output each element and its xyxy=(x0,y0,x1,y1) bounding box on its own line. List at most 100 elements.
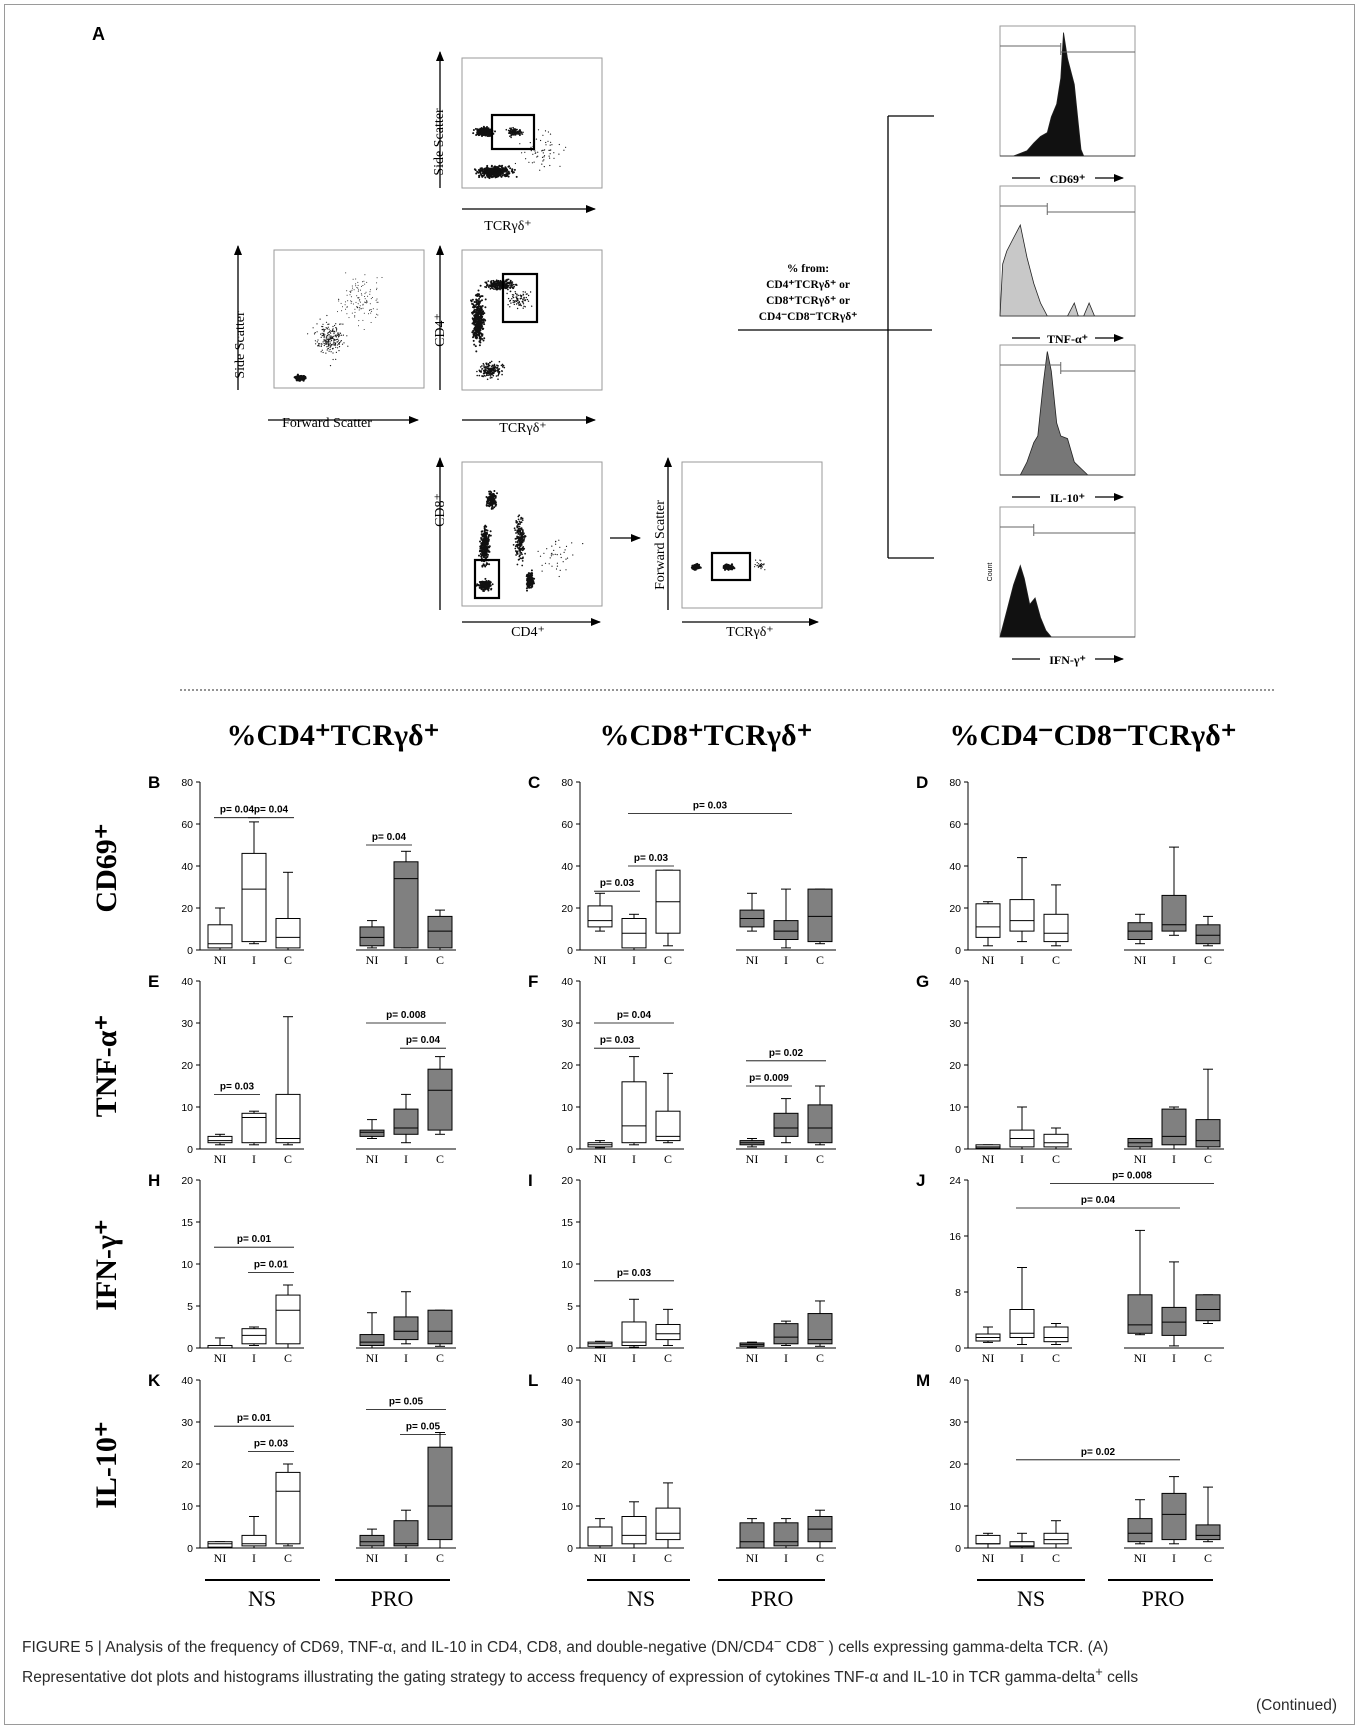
box-body xyxy=(1195,1524,1221,1541)
event-dot xyxy=(524,299,527,301)
event-dot xyxy=(500,173,502,176)
event-dot xyxy=(512,171,515,174)
event-dot xyxy=(478,374,481,377)
p-value-label: p= 0.04 xyxy=(617,1010,652,1021)
x-tick-label: I xyxy=(1020,1551,1024,1565)
event-dot xyxy=(511,294,514,296)
event-dot xyxy=(514,291,516,293)
event-dot xyxy=(516,307,519,310)
event-dot xyxy=(357,290,359,292)
event-dot xyxy=(329,346,331,349)
box-NI xyxy=(359,920,385,949)
event-dot xyxy=(517,299,519,301)
box-I xyxy=(393,1093,419,1144)
x-tick-label: I xyxy=(1172,1551,1176,1565)
event-dot xyxy=(362,285,364,286)
x-tick-label: I xyxy=(784,1551,788,1565)
box-I xyxy=(621,1298,647,1348)
event-dot xyxy=(491,367,493,370)
event-dot xyxy=(513,285,515,288)
event-dot xyxy=(497,283,500,286)
y-tick-label: 20 xyxy=(181,1175,193,1187)
box-C xyxy=(1043,884,1069,947)
event-dot xyxy=(520,518,522,520)
event-dot xyxy=(483,323,486,326)
event-dot xyxy=(560,553,562,555)
event-dot xyxy=(551,545,553,547)
boxplot-panel-C: C 0 20 40 60 80 NI I C NI I Cp= 0.03 p= 0.03 p= 0.03 xyxy=(528,773,836,967)
event-dot xyxy=(556,554,558,556)
event-dot xyxy=(492,493,494,495)
event-dot xyxy=(491,497,493,499)
event-dot xyxy=(558,539,560,541)
event-dot xyxy=(487,374,490,377)
event-dot xyxy=(512,283,515,286)
event-dot xyxy=(521,564,524,567)
event-dot xyxy=(487,368,490,370)
y-tick-label: 10 xyxy=(181,1501,193,1513)
percent-from-label: % from: CD4⁺TCRγδ⁺ or CD8⁺TCRγδ⁺ or CD4⁻… xyxy=(759,263,858,323)
event-dot xyxy=(482,588,485,591)
event-dot xyxy=(518,547,521,549)
event-dot xyxy=(317,344,320,346)
event-dot xyxy=(377,301,379,303)
event-dot xyxy=(518,554,521,557)
event-dot xyxy=(476,583,479,586)
event-dot xyxy=(489,287,492,290)
event-dot xyxy=(376,313,378,315)
event-dot xyxy=(480,167,483,170)
event-dot xyxy=(332,358,334,361)
event-dot xyxy=(328,328,330,330)
event-dot xyxy=(525,296,527,299)
event-dot xyxy=(476,374,479,377)
event-dot xyxy=(478,310,481,312)
event-dot xyxy=(350,296,352,298)
box-body xyxy=(739,1522,765,1549)
event-dot xyxy=(514,547,517,550)
event-dot xyxy=(479,547,482,550)
event-dot xyxy=(754,566,756,568)
event-dot xyxy=(335,351,337,353)
event-dot xyxy=(500,364,503,367)
event-dot xyxy=(344,304,346,306)
x-tick-label: I xyxy=(1172,1351,1176,1365)
event-dot xyxy=(486,497,489,500)
box-body xyxy=(773,1522,799,1547)
event-dot xyxy=(490,369,492,371)
box-C xyxy=(1195,1068,1221,1150)
event-dot xyxy=(326,314,328,317)
event-dot xyxy=(480,581,482,584)
event-dot xyxy=(478,174,481,177)
event-dot xyxy=(481,134,483,137)
panel-letter: I xyxy=(528,1171,533,1190)
panel-letter-a: A xyxy=(92,24,105,44)
event-dot xyxy=(372,308,374,310)
y-tick-label: 30 xyxy=(181,1018,193,1030)
event-dot xyxy=(546,548,548,550)
event-dot xyxy=(695,565,698,569)
event-dot xyxy=(506,292,508,295)
event-dot xyxy=(761,563,763,566)
event-dot xyxy=(478,295,481,298)
y-tick-label: 20 xyxy=(561,1175,573,1187)
event-dot xyxy=(531,305,533,307)
event-dot xyxy=(548,563,550,565)
event-dot xyxy=(495,503,498,506)
event-dot xyxy=(369,293,371,295)
event-dot xyxy=(338,298,340,300)
event-dot xyxy=(485,564,488,566)
box-I xyxy=(1161,846,1187,936)
event-dot xyxy=(363,329,365,330)
event-dot xyxy=(513,132,516,135)
event-dot xyxy=(351,289,353,291)
event-dot xyxy=(491,370,493,372)
event-dot xyxy=(491,365,493,368)
event-dot xyxy=(329,330,331,332)
event-dot xyxy=(477,303,480,306)
event-dot xyxy=(506,173,509,176)
event-dot xyxy=(519,134,521,136)
event-dot xyxy=(475,334,478,337)
event-dot xyxy=(357,284,359,286)
event-dot xyxy=(521,557,523,560)
event-dot xyxy=(338,334,340,336)
